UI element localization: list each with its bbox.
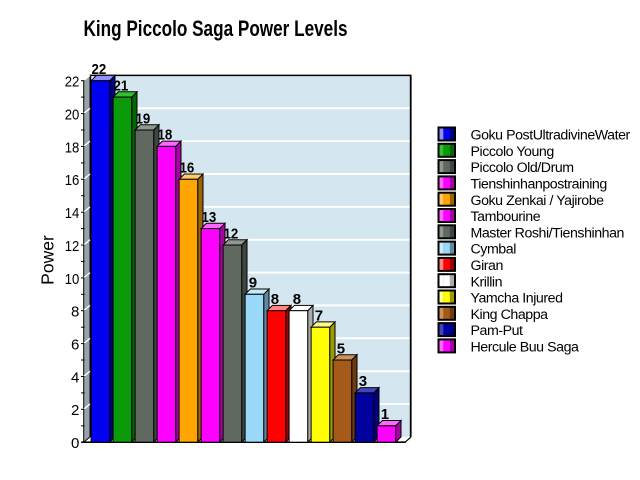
svg-text:18: 18 bbox=[158, 127, 173, 144]
svg-text:16: 16 bbox=[180, 160, 195, 177]
svg-text:Master Roshi/Tienshinhan: Master Roshi/Tienshinhan bbox=[471, 225, 625, 241]
svg-text:Goku PostUltradivineWater: Goku PostUltradivineWater bbox=[471, 128, 631, 144]
svg-text:12: 12 bbox=[65, 238, 80, 255]
svg-text:18: 18 bbox=[65, 139, 80, 156]
svg-text:Giran: Giran bbox=[471, 258, 503, 274]
svg-text:7: 7 bbox=[315, 308, 323, 325]
svg-text:4: 4 bbox=[71, 369, 79, 386]
svg-text:16: 16 bbox=[65, 172, 80, 189]
svg-text:2: 2 bbox=[71, 402, 79, 419]
svg-text:Cymbal: Cymbal bbox=[471, 242, 517, 258]
svg-text:8: 8 bbox=[71, 304, 79, 321]
svg-text:21: 21 bbox=[114, 77, 129, 94]
svg-text:Piccolo Young: Piccolo Young bbox=[471, 144, 554, 160]
svg-text:Tambourine: Tambourine bbox=[471, 209, 541, 225]
svg-text:Goku Zenkai / Yajirobe: Goku Zenkai / Yajirobe bbox=[471, 193, 605, 209]
svg-text:10: 10 bbox=[65, 271, 80, 288]
svg-text:20: 20 bbox=[65, 107, 80, 124]
svg-text:0: 0 bbox=[71, 435, 79, 452]
svg-text:Piccolo Old/Drum: Piccolo Old/Drum bbox=[471, 160, 574, 176]
svg-text:9: 9 bbox=[249, 275, 257, 292]
svg-text:19: 19 bbox=[136, 110, 151, 127]
svg-text:1: 1 bbox=[381, 406, 389, 423]
svg-text:Yamcha Injured: Yamcha Injured bbox=[471, 291, 563, 307]
svg-text:5: 5 bbox=[337, 340, 345, 357]
svg-text:22: 22 bbox=[92, 61, 107, 78]
svg-text:Krillin: Krillin bbox=[471, 274, 503, 290]
svg-text:8: 8 bbox=[293, 291, 301, 308]
svg-text:14: 14 bbox=[65, 205, 80, 222]
svg-text:3: 3 bbox=[359, 373, 367, 390]
svg-text:22: 22 bbox=[65, 74, 80, 91]
svg-text:6: 6 bbox=[71, 337, 79, 354]
svg-text:Tienshinhanpostraining: Tienshinhanpostraining bbox=[471, 177, 607, 193]
svg-text:Power: Power bbox=[38, 235, 58, 285]
svg-text:Hercule Buu Saga: Hercule Buu Saga bbox=[471, 340, 580, 356]
svg-text:8: 8 bbox=[271, 291, 279, 308]
svg-text:13: 13 bbox=[202, 209, 217, 226]
svg-text:12: 12 bbox=[224, 225, 239, 242]
svg-text:King Piccolo Saga Power Levels: King Piccolo Saga Power Levels bbox=[84, 16, 348, 41]
svg-text:King Chappa: King Chappa bbox=[471, 307, 549, 323]
svg-text:Pam-Put: Pam-Put bbox=[471, 323, 524, 339]
